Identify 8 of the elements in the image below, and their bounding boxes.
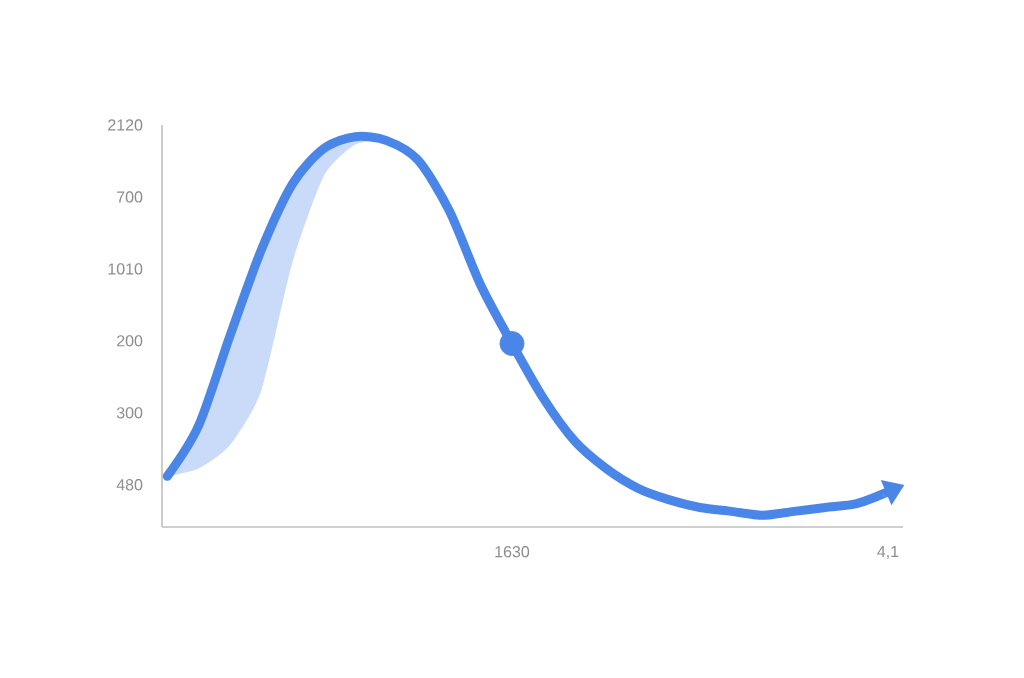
text: 300 xyxy=(116,407,143,419)
text: 480 xyxy=(116,479,143,491)
text: 2120 xyxy=(108,119,143,131)
x-tick-label: 4,1 xyxy=(877,546,899,560)
x-tick-label: 1630 xyxy=(495,546,530,558)
text: 700 xyxy=(117,191,143,203)
text: 1010 xyxy=(108,263,143,275)
text: 200 xyxy=(117,335,143,347)
